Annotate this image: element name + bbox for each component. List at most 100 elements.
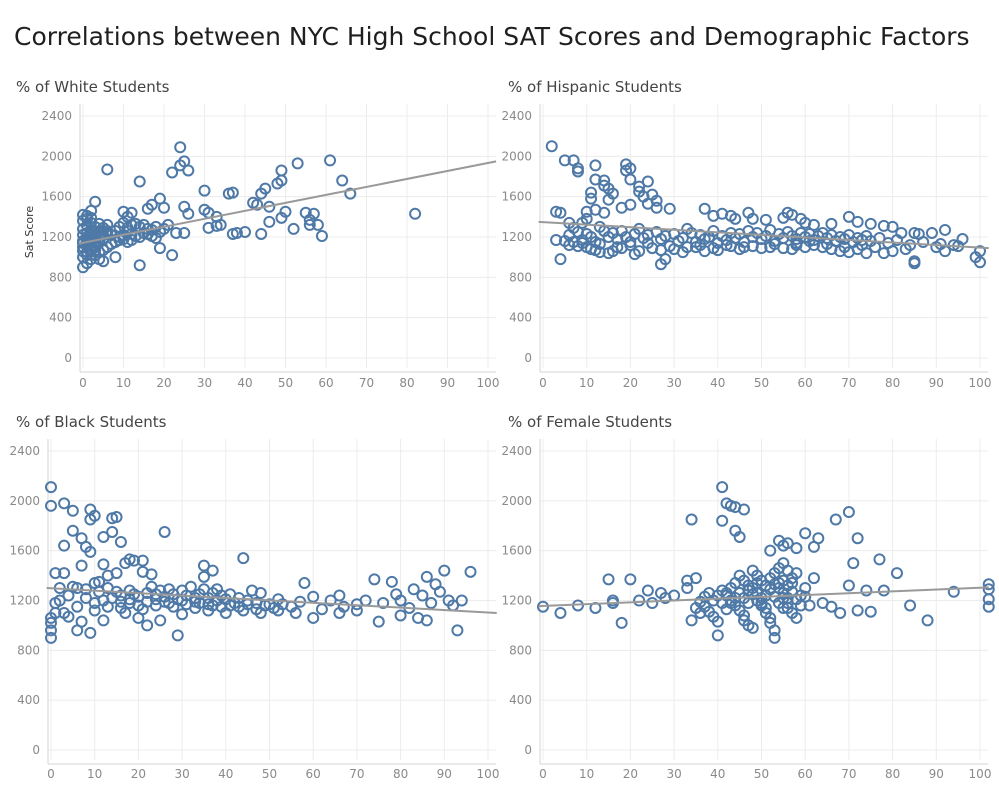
data-point <box>624 173 637 186</box>
data-point <box>101 218 114 231</box>
y-tick-label: 2000 <box>501 494 532 508</box>
x-tick-label: 50 <box>278 376 293 390</box>
x-tick-label: 80 <box>393 767 408 781</box>
data-point <box>554 253 567 266</box>
data-point <box>641 584 654 597</box>
data-point <box>890 567 903 580</box>
data-point <box>119 557 132 570</box>
data-point <box>45 631 57 644</box>
data-point <box>407 583 420 596</box>
data-point <box>974 256 986 269</box>
data-point <box>202 221 215 234</box>
data-point <box>206 564 219 577</box>
data-point <box>908 257 921 270</box>
data-point <box>75 615 88 628</box>
data-point <box>834 606 847 619</box>
data-point <box>873 232 886 245</box>
data-point <box>615 201 628 214</box>
x-tick-label: 70 <box>349 767 364 781</box>
data-point <box>807 540 820 553</box>
data-point <box>742 584 755 597</box>
data-point <box>66 504 79 517</box>
panel-title-black: % of Black Students <box>16 413 167 431</box>
data-point <box>125 206 138 219</box>
data-point <box>864 605 877 618</box>
data-point <box>226 227 239 240</box>
data-point <box>133 175 146 188</box>
data-point <box>641 237 654 250</box>
data-point <box>81 209 94 222</box>
data-point <box>633 594 646 607</box>
y-tick-label: 2000 <box>41 149 72 163</box>
data-point <box>368 573 381 586</box>
data-point <box>58 567 71 580</box>
data-point <box>45 624 57 637</box>
data-point <box>646 596 659 609</box>
data-point <box>45 481 57 494</box>
y-tick-label: 1200 <box>9 594 40 608</box>
data-point <box>825 217 838 230</box>
data-point <box>226 186 239 199</box>
data-point <box>585 192 598 205</box>
data-point <box>698 202 711 215</box>
data-point <box>171 629 184 642</box>
data-point <box>377 596 390 609</box>
data-point <box>394 594 407 607</box>
data-point <box>982 578 995 591</box>
data-point <box>768 624 781 637</box>
data-point <box>239 225 251 238</box>
y-tick-label: 1600 <box>41 190 72 204</box>
data-point <box>237 552 250 565</box>
data-point <box>97 530 110 543</box>
data-point <box>650 201 663 214</box>
data-point <box>589 159 602 172</box>
x-tick-label: 0 <box>79 376 87 390</box>
data-point <box>45 499 57 512</box>
data-point <box>751 577 764 590</box>
data-point <box>842 506 855 519</box>
data-point <box>433 585 446 598</box>
data-point <box>158 525 171 538</box>
data-point <box>689 572 702 585</box>
data-point <box>746 621 759 634</box>
x-tick-label: 30 <box>666 767 681 781</box>
data-point <box>790 542 803 555</box>
data-point <box>97 558 110 571</box>
data-point <box>307 590 320 603</box>
data-point <box>263 215 276 228</box>
x-tick-label: 50 <box>754 767 769 781</box>
data-point <box>315 229 328 242</box>
data-point <box>93 575 106 588</box>
data-point <box>176 608 189 621</box>
data-point <box>571 165 584 178</box>
y-tick-label: 1600 <box>501 190 532 204</box>
data-point <box>877 584 890 597</box>
data-point <box>154 614 167 627</box>
data-point <box>593 246 606 259</box>
data-point <box>182 164 195 177</box>
y-tick-label: 1600 <box>9 544 40 558</box>
y-tick-label: 800 <box>49 270 72 284</box>
data-point <box>197 570 210 583</box>
data-point <box>755 599 768 612</box>
x-tick-label: 60 <box>318 376 333 390</box>
data-point <box>307 611 320 624</box>
data-point <box>746 212 759 225</box>
data-point <box>182 207 195 220</box>
x-tick-label: 60 <box>798 376 813 390</box>
data-point <box>416 589 429 602</box>
data-point <box>803 235 816 248</box>
data-point <box>585 186 598 199</box>
data-point <box>101 163 114 176</box>
data-point <box>93 217 106 230</box>
data-point <box>685 513 698 526</box>
data-point <box>141 202 154 215</box>
panel-title-hispanic: % of Hispanic Students <box>508 78 682 96</box>
data-point <box>624 239 637 252</box>
data-point <box>711 629 724 642</box>
data-point <box>158 201 170 214</box>
data-point <box>724 240 737 253</box>
data-point <box>633 180 646 193</box>
data-point <box>807 572 820 585</box>
